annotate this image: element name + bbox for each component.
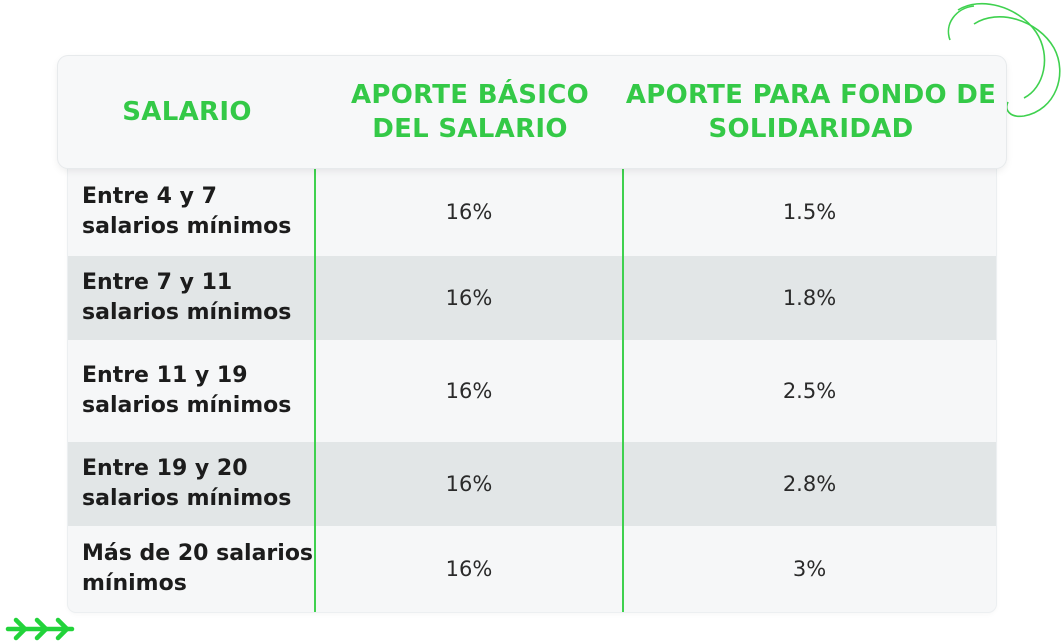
table-row: Más de 20 salarios mínimos 16% 3%: [68, 526, 996, 612]
basic-contribution: 16%: [445, 286, 493, 310]
salary-range: Más de 20 salarios mínimos: [82, 541, 314, 596]
salary-range: Entre 11 y 19 salarios mínimos: [82, 363, 292, 418]
solidarity-fund-contribution: 2.8%: [782, 472, 837, 496]
solidarity-fund-contribution: 1.8%: [782, 286, 837, 310]
solidarity-fund-contribution: 2.5%: [782, 379, 837, 403]
column-divider: [314, 168, 316, 612]
basic-contribution: 16%: [445, 472, 493, 496]
table-header: SALARIO APORTE BÁSICO DEL SALARIO APORTE…: [58, 56, 1006, 168]
salary-range: Entre 7 y 11 salarios mínimos: [82, 270, 292, 325]
solidarity-fund-contribution: 1.5%: [782, 200, 837, 224]
basic-contribution: 16%: [445, 200, 493, 224]
table-body: Entre 4 y 7 salarios mínimos 16% 1.5% En…: [68, 168, 996, 612]
header-solidarity-fund: APORTE PARA FONDO DE SOLIDARIDAD: [625, 80, 997, 144]
table-row: Entre 19 y 20 salarios mínimos 16% 2.8%: [68, 442, 996, 526]
rings-outline-icon: [947, 2, 1061, 118]
chevrons-right-icon: [5, 617, 75, 641]
header-basic-contribution: APORTE BÁSICO DEL SALARIO: [350, 80, 590, 144]
column-divider: [622, 168, 624, 612]
header-salary: SALARIO: [122, 97, 252, 127]
table-row: Entre 4 y 7 salarios mínimos 16% 1.5%: [68, 168, 996, 256]
basic-contribution: 16%: [445, 557, 493, 581]
table-row: Entre 11 y 19 salarios mínimos 16% 2.5%: [68, 340, 996, 442]
salary-range: Entre 4 y 7 salarios mínimos: [82, 184, 292, 239]
basic-contribution: 16%: [445, 379, 493, 403]
table-row: Entre 7 y 11 salarios mínimos 16% 1.8%: [68, 256, 996, 340]
salary-range: Entre 19 y 20 salarios mínimos: [82, 456, 292, 511]
solidarity-fund-contribution: 3%: [792, 557, 827, 581]
